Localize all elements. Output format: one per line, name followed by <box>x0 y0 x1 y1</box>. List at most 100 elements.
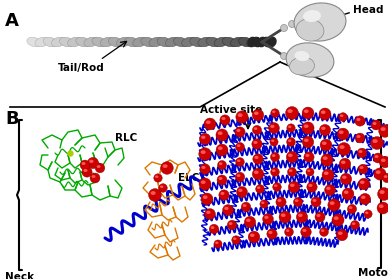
Ellipse shape <box>338 143 350 155</box>
Ellipse shape <box>381 127 386 131</box>
Ellipse shape <box>246 219 251 222</box>
Ellipse shape <box>229 222 232 225</box>
Ellipse shape <box>308 184 312 187</box>
Ellipse shape <box>237 144 241 147</box>
Ellipse shape <box>322 169 334 181</box>
Ellipse shape <box>286 107 298 119</box>
Ellipse shape <box>262 37 272 47</box>
Ellipse shape <box>306 168 314 176</box>
Ellipse shape <box>68 37 82 47</box>
Ellipse shape <box>328 199 340 211</box>
Ellipse shape <box>235 172 245 182</box>
Ellipse shape <box>384 175 388 178</box>
Ellipse shape <box>379 125 388 137</box>
Ellipse shape <box>352 222 355 225</box>
Ellipse shape <box>287 138 295 146</box>
Ellipse shape <box>302 122 314 134</box>
Ellipse shape <box>89 160 94 163</box>
Ellipse shape <box>303 10 321 22</box>
Ellipse shape <box>219 162 222 165</box>
Ellipse shape <box>267 229 277 239</box>
Ellipse shape <box>260 200 268 208</box>
Ellipse shape <box>204 209 215 219</box>
Text: ELC: ELC <box>178 173 199 183</box>
Ellipse shape <box>334 217 339 220</box>
Ellipse shape <box>324 171 329 175</box>
Ellipse shape <box>302 136 314 148</box>
Ellipse shape <box>336 229 348 241</box>
Ellipse shape <box>322 141 327 145</box>
Ellipse shape <box>302 229 307 232</box>
Ellipse shape <box>326 187 331 190</box>
Ellipse shape <box>203 195 208 199</box>
Ellipse shape <box>271 168 279 176</box>
Ellipse shape <box>376 170 381 174</box>
Ellipse shape <box>286 151 298 163</box>
Ellipse shape <box>154 174 162 182</box>
Ellipse shape <box>341 160 346 164</box>
Ellipse shape <box>339 131 344 134</box>
Ellipse shape <box>286 229 289 232</box>
Ellipse shape <box>199 133 211 145</box>
Ellipse shape <box>330 201 334 205</box>
Ellipse shape <box>270 138 278 146</box>
Ellipse shape <box>357 118 360 121</box>
Ellipse shape <box>268 122 279 133</box>
Ellipse shape <box>342 175 346 179</box>
Ellipse shape <box>237 187 248 198</box>
Ellipse shape <box>371 137 383 150</box>
Ellipse shape <box>108 37 123 47</box>
Ellipse shape <box>232 236 240 244</box>
Ellipse shape <box>317 214 320 217</box>
Ellipse shape <box>298 214 303 217</box>
Ellipse shape <box>95 163 105 173</box>
Ellipse shape <box>201 166 206 169</box>
Ellipse shape <box>271 140 274 142</box>
Ellipse shape <box>311 197 321 207</box>
Ellipse shape <box>252 37 262 47</box>
Ellipse shape <box>379 190 385 194</box>
Ellipse shape <box>296 211 308 223</box>
Ellipse shape <box>227 220 237 230</box>
Ellipse shape <box>173 37 188 47</box>
Ellipse shape <box>84 37 98 47</box>
Ellipse shape <box>340 114 343 117</box>
Ellipse shape <box>344 191 348 194</box>
Ellipse shape <box>288 140 291 142</box>
Ellipse shape <box>204 118 216 130</box>
Ellipse shape <box>236 143 244 151</box>
Ellipse shape <box>254 127 258 130</box>
Ellipse shape <box>252 139 262 149</box>
Ellipse shape <box>339 113 347 121</box>
Ellipse shape <box>80 160 90 170</box>
Ellipse shape <box>360 181 365 184</box>
Ellipse shape <box>141 37 155 47</box>
Ellipse shape <box>125 37 139 47</box>
Ellipse shape <box>321 110 326 114</box>
Ellipse shape <box>97 165 100 168</box>
Ellipse shape <box>310 11 317 18</box>
Ellipse shape <box>253 141 258 144</box>
Ellipse shape <box>304 152 314 162</box>
Ellipse shape <box>264 216 268 219</box>
Ellipse shape <box>254 112 258 115</box>
Ellipse shape <box>161 162 173 174</box>
Ellipse shape <box>267 37 277 47</box>
Ellipse shape <box>279 211 291 223</box>
Ellipse shape <box>337 128 349 140</box>
Ellipse shape <box>252 109 264 121</box>
Ellipse shape <box>365 211 369 214</box>
Ellipse shape <box>222 117 225 120</box>
Text: RLC: RLC <box>115 133 137 143</box>
Text: Motor
Domain: Motor Domain <box>358 268 388 279</box>
Ellipse shape <box>209 224 219 234</box>
Ellipse shape <box>155 175 158 178</box>
Ellipse shape <box>160 186 163 188</box>
Ellipse shape <box>190 37 204 47</box>
Ellipse shape <box>235 127 245 137</box>
Ellipse shape <box>198 37 212 47</box>
Text: Head: Head <box>353 5 383 15</box>
Ellipse shape <box>359 193 371 205</box>
Ellipse shape <box>252 168 264 180</box>
Ellipse shape <box>230 37 245 47</box>
